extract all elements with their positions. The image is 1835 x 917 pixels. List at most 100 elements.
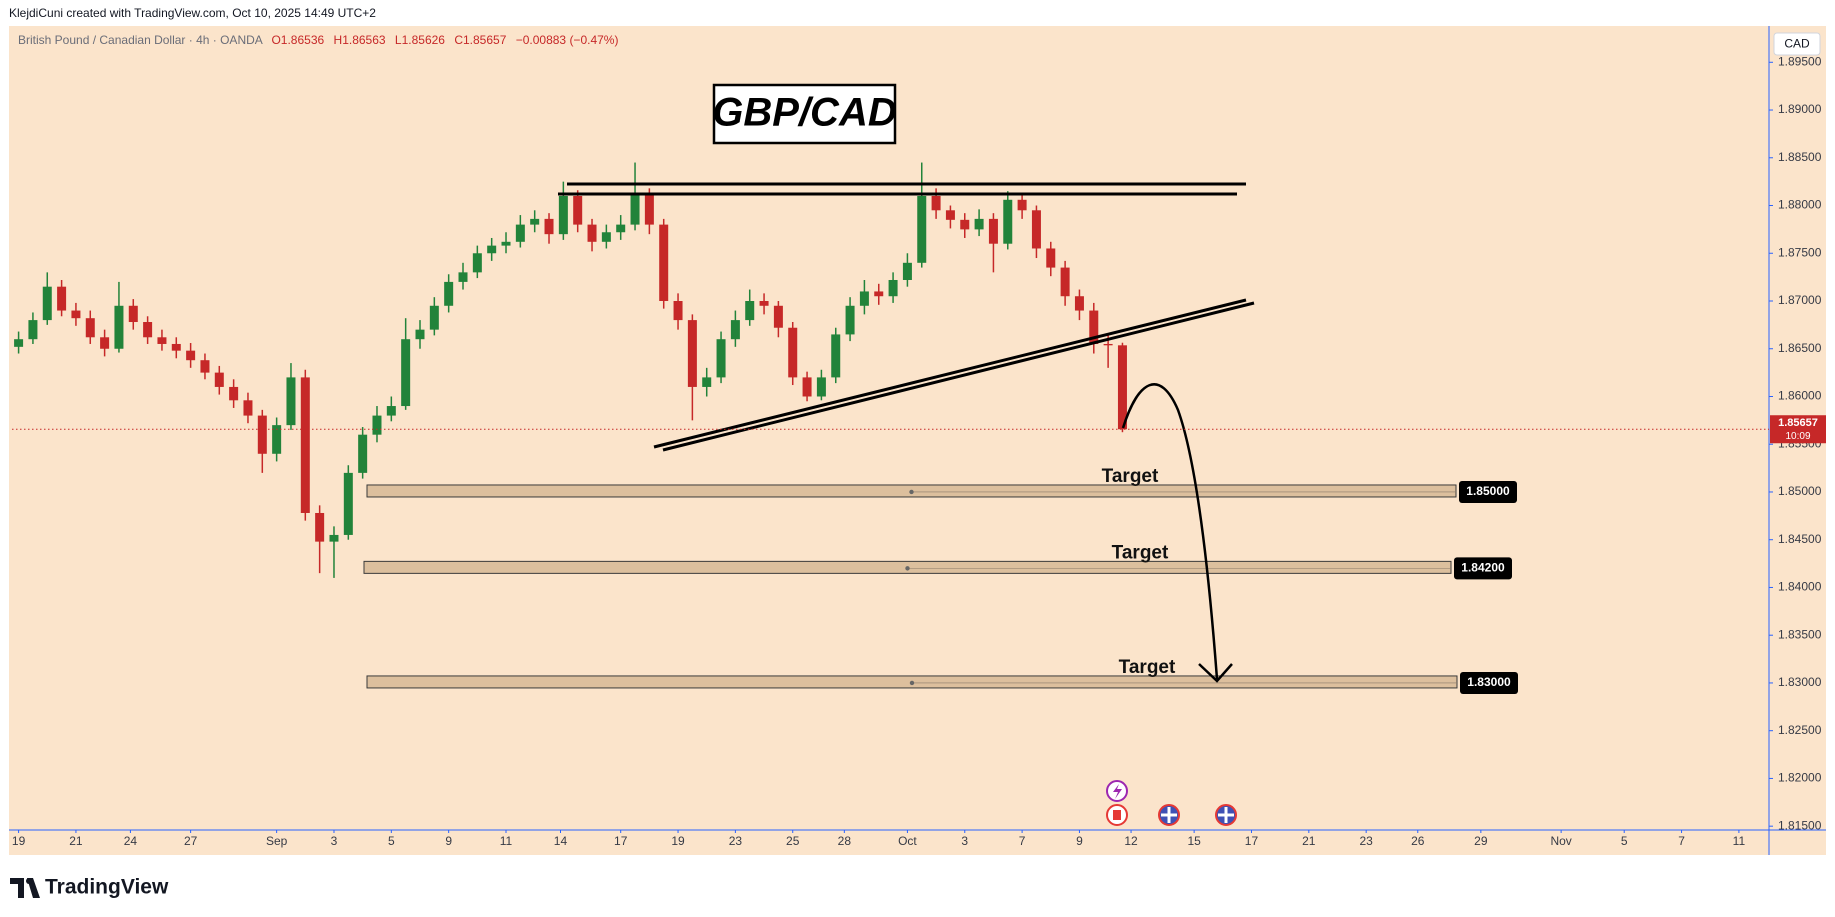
x-tick-label: 7 [1019,834,1026,848]
candle-body [1117,345,1127,430]
candle-body [415,329,425,340]
y-tick-label: 1.82500 [1778,723,1822,737]
candle-body [630,194,640,225]
title-box [712,83,897,145]
candle-body [845,305,855,335]
candle-body [57,286,67,311]
chart-title: GBP/CAD [712,91,896,135]
candle-body [1074,296,1084,311]
candle-body [974,218,984,230]
chart-background [9,26,1826,855]
candle-body [773,305,783,328]
candle-body [530,218,540,225]
candle-body [730,320,740,340]
x-tick-label: 9 [445,834,452,848]
y-tick-label: 1.83000 [1778,675,1822,689]
candle-body [716,339,726,378]
candle-body [659,224,669,302]
target-zone-handle [909,489,914,495]
candle-body [472,253,482,273]
candle-body [1103,343,1113,346]
candle-body [85,318,95,338]
candle-body [788,327,798,378]
x-tick-label: 19 [671,834,685,848]
candle-body [315,512,325,542]
flag [1218,807,1234,823]
candle-body [1003,199,1013,244]
y-tick-label: 1.87000 [1778,293,1822,307]
candle-body [931,195,941,211]
quote-open: O1.86536 [271,33,324,47]
candle-body [874,291,884,297]
symbol: British Pound / Canadian Dollar · 4h · O… [18,33,263,47]
x-tick-label: 17 [614,834,628,848]
candle-body [1017,199,1027,211]
y-tick-label: 1.87500 [1778,245,1822,259]
candle-body [1060,267,1070,297]
candle-body [1031,210,1041,249]
target-price-box [1454,557,1512,580]
x-tick-label: 21 [69,834,83,848]
candle-body [243,400,253,416]
candle-body [687,320,697,387]
target-label: Target [1112,542,1169,563]
candle-body [401,339,411,407]
y-tick-label: 1.89000 [1778,102,1822,116]
candle-body [616,224,626,233]
x-tick-label: 14 [554,834,568,848]
candle-body [171,343,181,351]
x-tick-label: 29 [1474,834,1488,848]
currency-box[interactable] [1773,32,1821,56]
y-tick-label: 1.85000 [1778,484,1822,498]
candle-body [644,194,654,225]
target-label: Target [1102,466,1159,487]
candle-body [831,334,841,378]
candle-body [214,372,224,387]
candle-body [487,245,497,254]
candle-body [988,218,998,244]
candle-body [587,224,597,242]
flag [1161,807,1177,823]
y-tick-label: 1.88500 [1778,150,1822,164]
candle-body [343,472,353,535]
candle-body [329,534,339,542]
target-zones: Target 1.85000 Target 1.84200 Target 1.83000 [363,466,1518,694]
x-tick-label: 11 [1733,834,1746,848]
candle-body [917,195,927,263]
y-tick-label: 1.84000 [1778,580,1822,594]
candle-body [888,279,898,297]
y-tick-label: 1.83500 [1778,627,1822,641]
y-tick-label: 1.86000 [1778,389,1822,403]
candle-body [444,281,454,306]
candle-body [358,434,368,473]
y-tick-label: 1.82000 [1778,771,1822,785]
candle-body [802,377,812,397]
y-tick-label: 1.86500 [1778,341,1822,355]
candle-body [300,377,310,513]
candle-body [71,310,81,319]
quote-change: −0.00883 (−0.47%) [516,33,619,47]
y-tick-label: 1.81500 [1778,818,1822,832]
flag [1113,810,1121,820]
x-tick-label: Nov [1550,834,1571,848]
trend-line [653,298,1247,449]
price-axis: 1.81500 1.82000 1.82500 1.83000 1.83500 1.840… [1769,54,1822,832]
brand-logo-dot [26,878,32,884]
arrow-head [1198,663,1233,683]
candle-body [272,425,282,454]
candle-body [558,195,568,235]
x-tick-label: 23 [729,834,743,848]
x-tick-label: 17 [1245,834,1259,848]
y-tick-label: 1.84500 [1778,532,1822,546]
candle-body [458,272,468,282]
x-tick-label: 3 [961,834,968,848]
target-price-label: 1.84200 [1461,561,1505,575]
candle-body [573,195,583,225]
target-price-box [1460,671,1518,694]
candle-body [372,415,382,435]
candle-body [673,301,683,321]
candles [14,162,1127,578]
candle-body [257,415,267,454]
last-price-box [1770,415,1826,444]
